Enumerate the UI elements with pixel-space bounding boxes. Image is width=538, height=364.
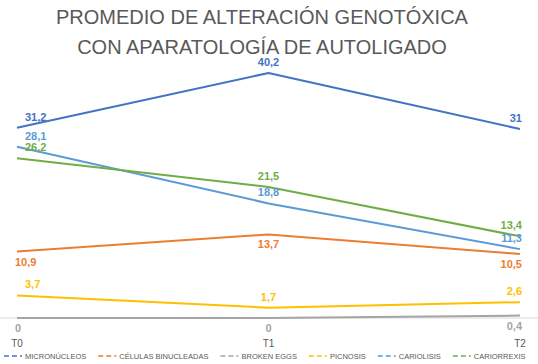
data-label: 11,3	[501, 232, 522, 244]
series-line	[17, 147, 520, 249]
data-label: 10,5	[501, 258, 522, 270]
data-label: 0	[265, 322, 271, 334]
data-label: 0	[15, 322, 21, 334]
x-tick-label: T0	[11, 338, 23, 349]
data-label: 31	[510, 112, 522, 124]
series-line	[17, 73, 520, 129]
legend-swatch	[378, 355, 396, 357]
legend-swatch	[4, 355, 22, 357]
series-line	[17, 316, 520, 318]
data-label: 21,5	[258, 170, 279, 182]
legend-label: PICNOSIS	[330, 352, 366, 361]
data-label: 26,2	[25, 141, 46, 153]
title-line: PROMEDIO DE ALTERACIÓN GENOTÓXICA	[56, 6, 469, 28]
chart-svg: PROMEDIO DE ALTERACIÓN GENOTÓXICA CON APA…	[0, 0, 538, 364]
data-label: 28,1	[25, 130, 46, 142]
legend-swatch	[98, 355, 116, 357]
data-label: 31,2	[25, 111, 46, 123]
legend-swatch	[453, 355, 471, 357]
legend-label: MICRONÚCLEOS	[25, 352, 86, 361]
data-label: 1,7	[261, 291, 276, 303]
legend-swatch	[309, 355, 327, 357]
legend-swatch	[220, 355, 238, 357]
legend-label: BROKEN EGGS	[241, 352, 296, 361]
data-label: 10,9	[15, 256, 36, 268]
legend: MICRONÚCLEOS CÉLULAS BINUCLEADAS BROKEN EG…	[4, 352, 526, 361]
title-line: CON APARATOLOGÍA DE AUTOLIGADO	[77, 36, 447, 58]
legend-label: CARIORREXIS	[474, 352, 526, 361]
legend-label: CARIOLISIS	[399, 352, 441, 361]
data-label: 40,2	[258, 56, 279, 68]
chart-container: PROMEDIO DE ALTERACIÓN GENOTÓXICA CON APA…	[0, 0, 538, 364]
data-label: 13,4	[501, 219, 523, 231]
x-tick-label: T2	[514, 338, 526, 349]
plot-area	[17, 73, 520, 318]
x-tick-label: T1	[263, 338, 275, 349]
data-label: 18,8	[258, 186, 279, 198]
data-label: 0,4	[507, 320, 523, 332]
series-line	[17, 234, 520, 254]
data-label: 3,7	[25, 278, 40, 290]
series-line	[17, 158, 520, 236]
chart-title: PROMEDIO DE ALTERACIÓN GENOTÓXICA CON APA…	[56, 6, 469, 58]
legend-label: CÉLULAS BINUCLEADAS	[119, 352, 208, 361]
data-label: 2,6	[507, 285, 522, 297]
data-label: 13,7	[258, 238, 279, 250]
